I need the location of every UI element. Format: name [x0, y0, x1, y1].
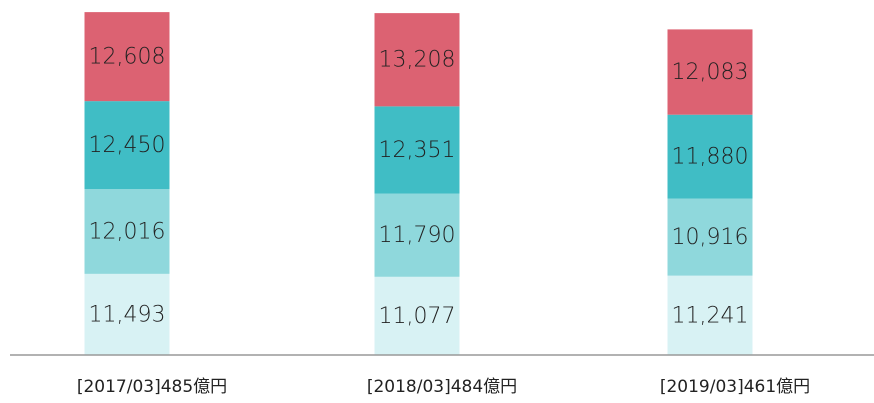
bar-segment — [374, 276, 460, 355]
bar-segment — [667, 198, 753, 276]
value-label: 13,208 — [379, 48, 456, 73]
bar-segment — [374, 106, 460, 194]
value-label: 10,916 — [672, 225, 749, 250]
bar-segment — [374, 193, 460, 277]
bar-segment — [84, 273, 170, 355]
value-label: 12,016 — [89, 219, 166, 244]
bar-segment — [667, 275, 753, 355]
bar-segment — [84, 189, 170, 274]
x-tick-label: [2017/03]485億円 — [77, 377, 227, 397]
value-label: 12,608 — [89, 45, 166, 70]
x-tick-label: [2018/03]484億円 — [367, 377, 517, 397]
value-label: 11,241 — [672, 303, 749, 328]
value-label: 11,493 — [89, 302, 166, 327]
value-label: 12,083 — [672, 60, 749, 85]
value-label: 11,077 — [379, 304, 456, 329]
x-tick-label: [2019/03]461億円 — [660, 377, 810, 397]
bar-segment — [374, 13, 460, 107]
value-label: 12,450 — [89, 133, 166, 158]
bar-segment — [667, 29, 753, 115]
value-label: 12,351 — [379, 138, 456, 163]
bar-segment — [84, 101, 170, 190]
value-label: 11,790 — [379, 223, 456, 248]
bar-segment — [84, 12, 170, 102]
value-label: 11,880 — [672, 145, 749, 170]
bar-segment — [667, 114, 753, 199]
